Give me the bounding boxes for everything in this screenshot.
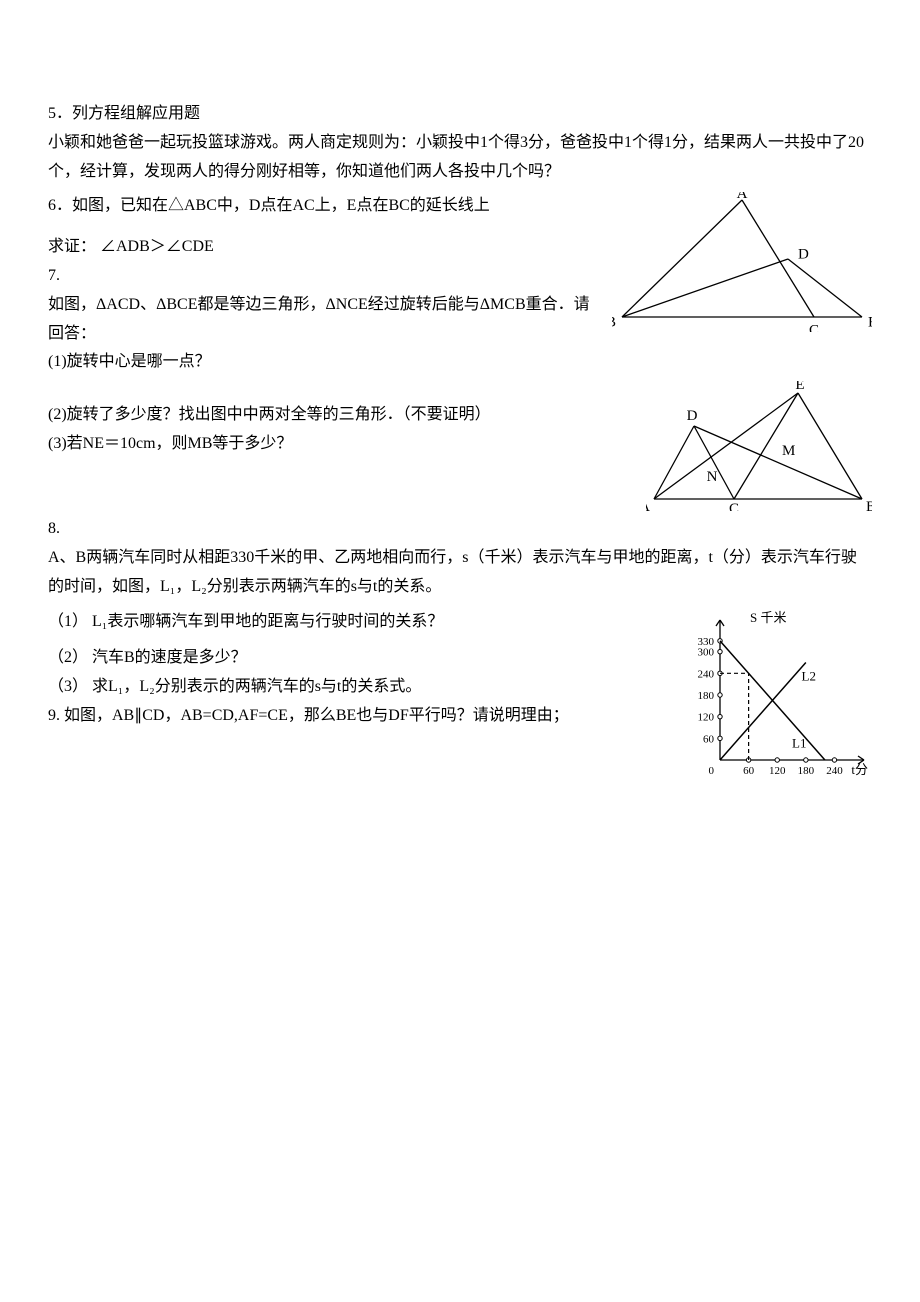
svg-text:60: 60 bbox=[703, 733, 715, 745]
triangle-abc-diagram: A B C E D bbox=[612, 192, 872, 332]
svg-text:C: C bbox=[809, 323, 819, 333]
svg-text:120: 120 bbox=[769, 765, 786, 777]
q8-line1: 8. bbox=[48, 515, 872, 544]
equilateral-triangles-diagram: A B C D E N M bbox=[646, 381, 872, 511]
question-6-row: 6．如图，已知在△ABC中，D点在AC上，E点在BC的延长线上 求证： ∠ADB… bbox=[48, 192, 872, 377]
svg-text:240: 240 bbox=[698, 668, 715, 680]
svg-text:S 千米: S 千米 bbox=[750, 610, 786, 625]
q6-line2: 求证： ∠ADB＞∠CDE bbox=[48, 233, 602, 262]
svg-text:A: A bbox=[646, 499, 650, 511]
q7-line1: 7. bbox=[48, 262, 602, 291]
svg-text:M: M bbox=[782, 443, 795, 459]
question-8-row: （1） L₁表示哪辆汽车到甲地的距离与行驶时间的关系？ （2） 汽车B的速度是多… bbox=[48, 608, 872, 788]
svg-text:L2: L2 bbox=[802, 668, 816, 683]
q7-line2: 如图，ΔACD、ΔBCE都是等边三角形，ΔNCE经过旋转后能与ΔMCB重合．请回… bbox=[48, 291, 602, 349]
q7-text: (2)旋转了多少度？找出图中中两对全等的三角形．（不要证明） (3)若NE＝10… bbox=[48, 381, 636, 459]
distance-time-chart: 60 120 180 240 300330 60 120 180 240 0 L1 L2 S 千米 t分 bbox=[682, 608, 872, 788]
svg-text:E: E bbox=[795, 381, 804, 393]
q6-line1: 6．如图，已知在△ABC中，D点在AC上，E点在BC的延长线上 bbox=[48, 192, 602, 221]
svg-text:t分: t分 bbox=[851, 762, 868, 777]
q5-body: 小颖和她爸爸一起玩投篮球游戏。两人商定规则为：小颖投中1个得3分，爸爸投中1个得… bbox=[48, 129, 872, 187]
q7-line3: (1)旋转中心是哪一点？ bbox=[48, 348, 602, 377]
svg-text:180: 180 bbox=[698, 690, 715, 702]
q7-figure: A B C D E N M bbox=[646, 381, 872, 511]
svg-text:D: D bbox=[687, 408, 698, 424]
q8-figure: 60 120 180 240 300330 60 120 180 240 0 L1 L2 S 千米 t分 bbox=[682, 608, 872, 788]
svg-text:N: N bbox=[707, 469, 718, 485]
svg-text:E: E bbox=[868, 315, 872, 331]
q8-line3: （1） L₁表示哪辆汽车到甲地的距离与行驶时间的关系？ bbox=[48, 608, 672, 637]
svg-text:120: 120 bbox=[698, 711, 715, 723]
svg-text:180: 180 bbox=[798, 765, 815, 777]
svg-text:300: 300 bbox=[698, 646, 715, 658]
q9-line1: 9. 如图，AB∥CD，AB=CD,AF=CE，那么BE也与DF平行吗？请说明理… bbox=[48, 702, 672, 731]
q6-text: 6．如图，已知在△ABC中，D点在AC上，E点在BC的延长线上 求证： ∠ADB… bbox=[48, 192, 602, 377]
q7-line5: (3)若NE＝10cm，则MB等于多少？ bbox=[48, 430, 636, 459]
question-8-head: 8. A、B两辆汽车同时从相距330千米的甲、乙两地相向而行，s（千米）表示汽车… bbox=[48, 515, 872, 601]
q8-line2: A、B两辆汽车同时从相距330千米的甲、乙两地相向而行，s（千米）表示汽车与甲地… bbox=[48, 544, 872, 602]
svg-text:A: A bbox=[737, 192, 748, 202]
q8-line4: （2） 汽车B的速度是多少？ bbox=[48, 644, 672, 673]
q6-figure: A B C E D bbox=[612, 192, 872, 332]
svg-text:C: C bbox=[729, 501, 739, 511]
svg-text:330: 330 bbox=[698, 635, 715, 647]
q5-title: 5．列方程组解应用题 bbox=[48, 100, 872, 129]
svg-text:L1: L1 bbox=[792, 735, 806, 750]
question-5: 5．列方程组解应用题 小颖和她爸爸一起玩投篮球游戏。两人商定规则为：小颖投中1个… bbox=[48, 100, 872, 186]
svg-text:240: 240 bbox=[826, 765, 843, 777]
q8-line5: （3） 求L₁，L₂分别表示的两辆汽车的s与t的关系式。 bbox=[48, 673, 672, 702]
svg-text:0: 0 bbox=[709, 765, 715, 777]
svg-text:B: B bbox=[866, 499, 872, 511]
svg-text:B: B bbox=[612, 315, 616, 331]
q8-text: （1） L₁表示哪辆汽车到甲地的距离与行驶时间的关系？ （2） 汽车B的速度是多… bbox=[48, 608, 672, 731]
q7-line4: (2)旋转了多少度？找出图中中两对全等的三角形．（不要证明） bbox=[48, 401, 636, 430]
question-7-row: (2)旋转了多少度？找出图中中两对全等的三角形．（不要证明） (3)若NE＝10… bbox=[48, 381, 872, 511]
svg-text:60: 60 bbox=[743, 765, 755, 777]
svg-text:D: D bbox=[798, 247, 809, 263]
